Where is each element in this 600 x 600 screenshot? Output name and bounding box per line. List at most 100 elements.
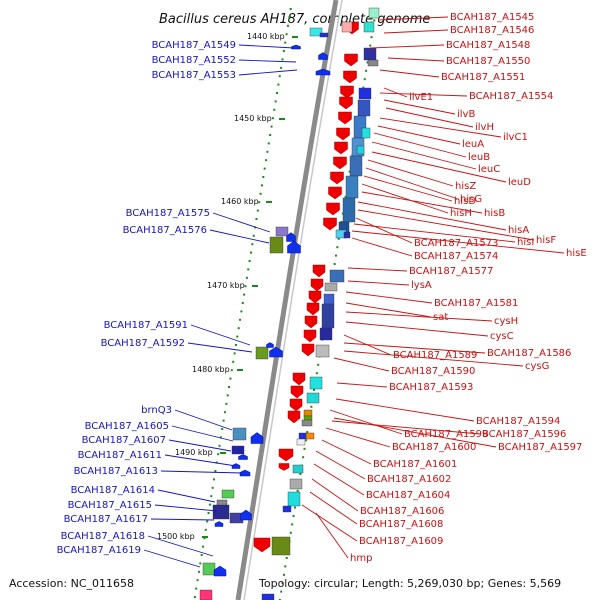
minor-tick [260, 184, 263, 187]
minor-tick [219, 436, 222, 439]
gene-leader-line [365, 167, 459, 200]
gene-leader-line [369, 44, 445, 49]
gene-arrow-reverse [253, 537, 271, 553]
gene-leader-line [157, 489, 216, 503]
kbp-tick-label: 1450 kbp [234, 114, 272, 123]
gene-label: BCAH187_A1607 [82, 435, 166, 446]
gene-label: ilvB [457, 109, 475, 120]
gene-leader-line [377, 16, 449, 21]
gene-label: BCAH187_A1619 [57, 545, 141, 556]
minor-tick [197, 570, 200, 573]
minor-tick [363, 78, 366, 81]
gene-arrow-reverse [334, 141, 348, 155]
gene-label: BCAH187_A1614 [71, 485, 155, 496]
gene-label: BCAH187_A1576 [123, 225, 207, 236]
cds-box [292, 464, 304, 474]
gene-arrow-reverse [339, 96, 353, 110]
right-label-group: BCAH187_A1545 BCAH187_A1546 BCAH187_A1548 B… [301, 12, 587, 564]
gene-arrow-forward [269, 346, 283, 358]
cds-box [296, 438, 306, 446]
gene-leader-line [325, 427, 391, 448]
gene-leader-line [333, 357, 390, 372]
gene-label: BCAH187_A1596 [482, 429, 566, 440]
gene-arrow-forward [238, 454, 248, 460]
gene-arrow-reverse [308, 290, 322, 304]
minor-tick [232, 360, 235, 363]
minor-tick [239, 318, 242, 321]
cds-box [298, 432, 307, 440]
gene-leader-line [321, 439, 372, 465]
kbp-tick-mark [220, 452, 226, 454]
gene-label: cysC [490, 331, 514, 342]
cds-box [275, 226, 289, 237]
gene-arrow-reverse [289, 398, 303, 412]
gene-label: ilvE1 [409, 92, 433, 103]
minor-tick [289, 8, 292, 10]
gene-label: BCAH187_A1613 [74, 466, 158, 477]
cds-box [303, 415, 313, 421]
gene-label: BCAH187_A1606 [360, 506, 444, 517]
minor-tick [233, 352, 236, 355]
minor-tick [267, 142, 270, 145]
gene-leader-line [345, 302, 432, 318]
gene-arrow-forward [287, 240, 301, 254]
minor-tick [285, 557, 288, 559]
gene-label: BCAH187_A1586 [487, 348, 571, 359]
gene-label: hisF [536, 235, 556, 246]
gene-label: BCAH187_A1581 [434, 298, 518, 309]
gene-label: BCAH187_A1594 [476, 416, 560, 427]
gene-leader-line [315, 450, 366, 480]
gene-label: BCAH187_A1546 [450, 25, 534, 36]
cds-box [309, 27, 323, 37]
kbp-tick-label: 1470 kbp [207, 281, 245, 290]
minor-tick [213, 478, 216, 481]
minor-tick [256, 209, 259, 212]
minor-tick [200, 554, 203, 556]
minor-tick [228, 386, 231, 388]
minor-tick [315, 372, 318, 375]
gene-leader-line [383, 29, 449, 34]
minor-tick [249, 251, 252, 254]
minor-tick [276, 92, 279, 94]
minor-tick [269, 134, 272, 136]
minor-tick [293, 506, 296, 509]
gene-label: BCAH187_A1577 [409, 266, 493, 277]
gene-arrow-reverse [333, 156, 347, 170]
gene-label: BCAH187_A1609 [359, 536, 443, 547]
gene-leader-line [377, 125, 461, 145]
gene-leader-line [351, 237, 413, 257]
gene-leader-line [143, 549, 201, 568]
gene-leader-line [371, 151, 507, 183]
gene-label: BCAH187_A1554 [469, 91, 553, 102]
kbp-tick-label: 1500 kbp [157, 532, 195, 541]
cds-box [301, 419, 313, 427]
gene-label: leuA [462, 139, 484, 150]
cds-box [221, 489, 235, 499]
minor-tick [199, 562, 202, 565]
gene-label: BCAH187_A1604 [366, 490, 450, 501]
minor-tick [284, 565, 287, 568]
gene-leader-line [347, 280, 410, 286]
minor-tick [270, 125, 273, 128]
gene-leader-line [345, 311, 493, 322]
minor-tick [299, 473, 302, 475]
gene-arrow-reverse [278, 448, 294, 462]
gene-label: BCAH187_A1548 [446, 40, 530, 51]
gene-arrow-forward [266, 342, 274, 348]
gene-arrow-reverse [343, 70, 357, 84]
minor-tick [369, 44, 372, 47]
gene-leader-line [329, 409, 403, 435]
minor-tick [274, 100, 277, 103]
cds-box [309, 376, 323, 390]
gene-leader-line [383, 87, 408, 98]
gene-leader-line [347, 267, 408, 272]
minor-tick [334, 254, 337, 257]
minor-tick [280, 66, 283, 69]
gene-label: BCAH187_A1618 [61, 531, 145, 542]
gene-label: hisG [460, 194, 482, 205]
minor-tick [204, 528, 207, 531]
gene-label: cysG [525, 361, 549, 372]
gene-label: hisH [450, 208, 472, 219]
minor-tick [336, 246, 339, 249]
gene-leader-line [335, 398, 475, 422]
